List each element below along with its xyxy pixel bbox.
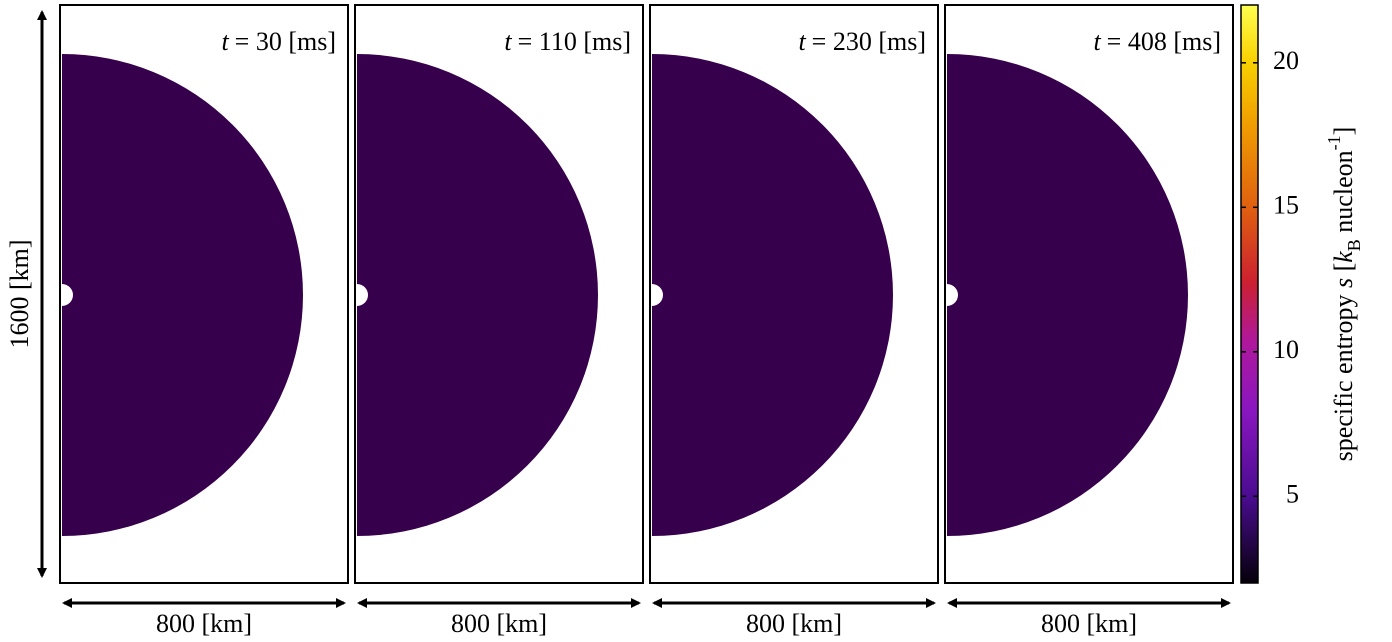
colorbar-label-part: ] bbox=[1329, 127, 1358, 136]
time-symbol: t bbox=[1093, 27, 1101, 56]
colorbar-tick-label: 15 bbox=[1273, 190, 1299, 219]
time-value: = 230 [ms] bbox=[812, 27, 926, 56]
colorbar-label-part: s bbox=[1329, 278, 1358, 288]
width-label: 800 [km] bbox=[156, 609, 252, 638]
half-disk bbox=[62, 54, 303, 536]
colorbar-label-part: B bbox=[1344, 239, 1364, 251]
colorbar-label-part: [ bbox=[1329, 263, 1358, 278]
core bbox=[652, 284, 663, 306]
colorbar-tick-label: 20 bbox=[1273, 46, 1299, 75]
time-symbol: t bbox=[504, 27, 512, 56]
colorbar-label: specific entropy s [kB nucleon-1] bbox=[1324, 127, 1364, 462]
colorbar-label-part: nucleon bbox=[1329, 150, 1358, 239]
core bbox=[357, 284, 368, 306]
colorbar-label-part: k bbox=[1329, 251, 1358, 263]
core bbox=[62, 284, 73, 306]
height-label: 1600 [km] bbox=[5, 239, 34, 348]
time-label: t = 30 [ms] bbox=[221, 27, 336, 56]
width-label: 800 [km] bbox=[451, 609, 547, 638]
half-disk bbox=[652, 54, 893, 536]
time-label: t = 110 [ms] bbox=[504, 27, 631, 56]
half-disk bbox=[947, 54, 1188, 536]
time-value: = 110 [ms] bbox=[518, 27, 631, 56]
colorbar-tick-label: 5 bbox=[1286, 479, 1299, 508]
panel-frame bbox=[354, 4, 644, 584]
colorbar-label-part: -1 bbox=[1324, 135, 1344, 150]
colorbar-tick-label: 10 bbox=[1273, 335, 1299, 364]
width-label: 800 [km] bbox=[1041, 609, 1137, 638]
colorbar bbox=[1240, 4, 1259, 584]
half-disk bbox=[357, 54, 598, 536]
panel-frame bbox=[944, 4, 1234, 584]
core bbox=[947, 284, 958, 306]
colorbar-label-part: specific entropy bbox=[1329, 288, 1358, 461]
time-label: t = 408 [ms] bbox=[1093, 27, 1221, 56]
panel-frame bbox=[649, 4, 939, 584]
time-label: t = 230 [ms] bbox=[798, 27, 926, 56]
width-label: 800 [km] bbox=[746, 609, 842, 638]
time-symbol: t bbox=[221, 27, 229, 56]
time-value: = 408 [ms] bbox=[1107, 27, 1221, 56]
time-symbol: t bbox=[798, 27, 806, 56]
time-value: = 30 [ms] bbox=[235, 27, 336, 56]
panel-frame bbox=[59, 4, 349, 584]
